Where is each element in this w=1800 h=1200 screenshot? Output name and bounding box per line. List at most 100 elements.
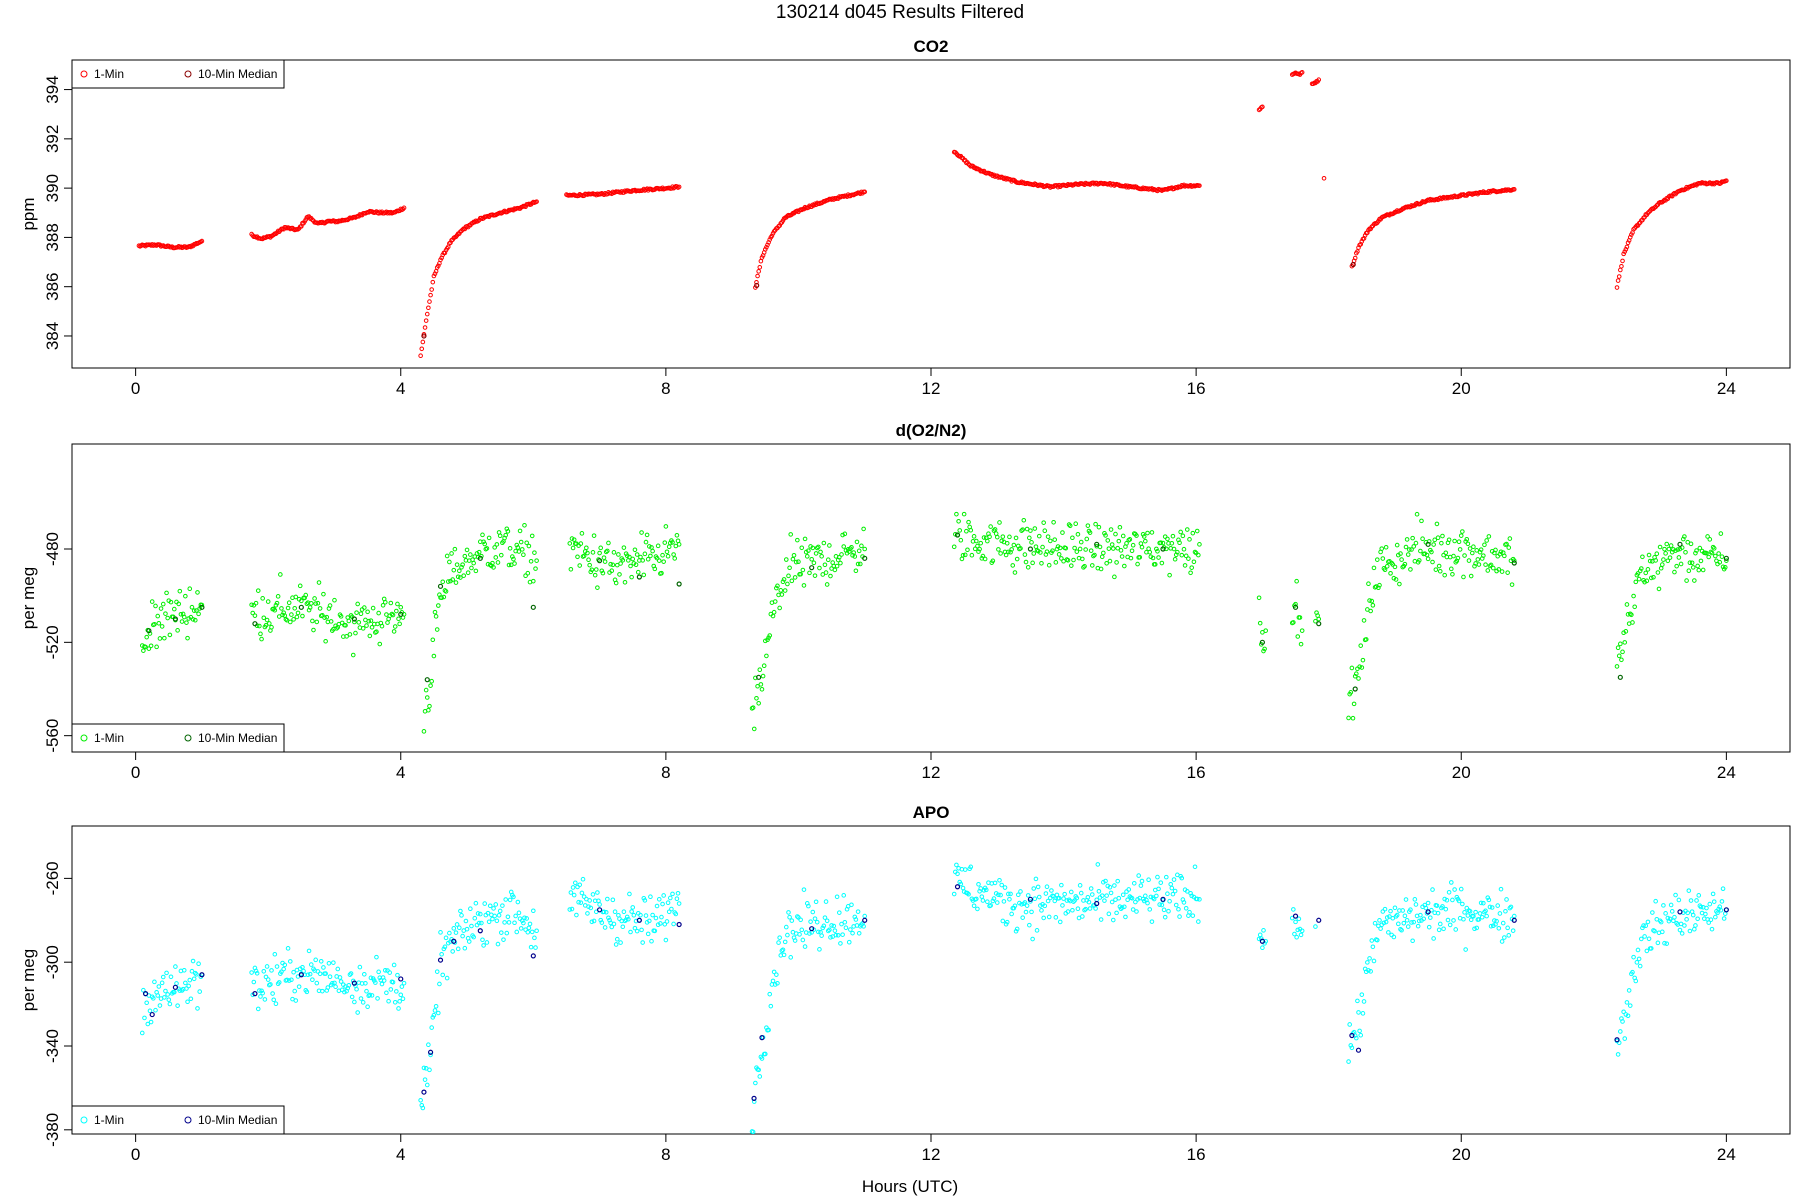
point-1min: [450, 949, 455, 954]
point-1min: [610, 562, 616, 568]
point-1min: [398, 604, 404, 610]
point-1min: [671, 552, 676, 557]
point-1min: [632, 925, 638, 931]
point-1min: [160, 601, 166, 607]
point-1min: [360, 626, 366, 631]
point-1min: [961, 511, 967, 517]
point-1min: [585, 550, 590, 556]
point-1min: [438, 930, 443, 935]
point-1min: [990, 898, 996, 904]
point-1min: [1508, 904, 1514, 910]
point-1min: [823, 570, 829, 575]
point-1min: [1692, 926, 1697, 932]
point-1min: [1505, 570, 1510, 575]
point-1min: [850, 930, 855, 936]
point-1min: [1360, 657, 1366, 663]
point-1min: [516, 910, 522, 916]
point-1min: [618, 940, 623, 945]
point-1min: [317, 606, 323, 611]
point-1min: [977, 546, 982, 552]
point-1min: [849, 902, 854, 908]
point-10min-median: [421, 1089, 427, 1095]
point-1min: [155, 613, 161, 619]
point-1min: [1357, 664, 1362, 669]
point-1min: [1409, 547, 1414, 552]
point-1min: [511, 894, 516, 900]
point-1min: [285, 605, 291, 611]
point-1min: [517, 528, 523, 534]
point-1min: [390, 612, 396, 618]
point-1min: [505, 914, 511, 920]
point-1min: [1370, 603, 1376, 608]
point-1min: [1418, 548, 1423, 554]
point-1min: [1108, 890, 1114, 896]
point-1min: [455, 946, 461, 952]
point-1min: [1393, 577, 1399, 582]
point-1min: [433, 1003, 439, 1009]
point-1min: [1415, 923, 1421, 929]
point-1min: [1168, 881, 1174, 887]
point-1min: [655, 543, 661, 549]
point-1min: [274, 964, 280, 969]
point-1min: [271, 997, 277, 1003]
point-1min: [258, 994, 263, 999]
point-1min: [379, 623, 385, 629]
point-1min: [1719, 554, 1725, 559]
point-1min: [1359, 992, 1365, 997]
point-1min: [595, 585, 600, 590]
point-1min: [1370, 944, 1376, 950]
point-1min: [1461, 916, 1466, 922]
point-1min: [421, 1065, 427, 1071]
point-1min: [1178, 529, 1183, 535]
point-1min: [1053, 915, 1059, 920]
point-1min: [468, 552, 473, 557]
point-1min: [301, 968, 306, 974]
point-10min-median: [199, 604, 205, 610]
point-1min: [194, 608, 199, 613]
point-10min-median: [427, 1049, 434, 1055]
point-1min: [822, 562, 828, 568]
point-1min: [401, 205, 407, 211]
point-1min: [1648, 946, 1654, 951]
point-1min: [395, 601, 400, 607]
point-1min: [1614, 285, 1620, 290]
point-1min: [175, 628, 180, 633]
point-1min: [616, 552, 621, 557]
point-1min: [432, 609, 438, 615]
point-1min: [1151, 896, 1157, 902]
point-1min: [1464, 536, 1470, 542]
point-1min: [498, 552, 504, 558]
point-1min: [360, 1000, 366, 1005]
point-1min: [252, 613, 258, 618]
point-1min: [305, 972, 311, 978]
point-1min: [453, 580, 459, 585]
point-1min: [1107, 884, 1113, 890]
point-1min: [1460, 529, 1465, 534]
point-1min: [1085, 523, 1091, 528]
point-1min: [1504, 541, 1509, 547]
point-1min: [783, 924, 789, 930]
point-10min-median: [172, 616, 178, 622]
point-1min: [518, 539, 524, 545]
point-1min: [481, 539, 486, 545]
point-1min: [1089, 892, 1095, 897]
point-1min: [1156, 555, 1161, 560]
point-1min: [1008, 891, 1013, 897]
point-1min: [1190, 530, 1196, 536]
point-1min: [1720, 886, 1726, 892]
point-1min: [992, 880, 998, 886]
point-1min: [1618, 641, 1623, 647]
point-1min: [457, 925, 462, 930]
point-1min: [820, 199, 826, 205]
point-1min: [796, 559, 801, 565]
point-1min: [1411, 919, 1417, 925]
point-1min: [1291, 620, 1296, 625]
point-1min: [821, 540, 827, 546]
point-1min: [824, 582, 830, 587]
point-1min: [1082, 563, 1087, 569]
point-1min: [766, 1027, 771, 1033]
point-1min: [591, 918, 597, 924]
point-1min: [332, 597, 337, 603]
point-1min: [376, 969, 381, 975]
point-10min-median: [1352, 686, 1358, 692]
